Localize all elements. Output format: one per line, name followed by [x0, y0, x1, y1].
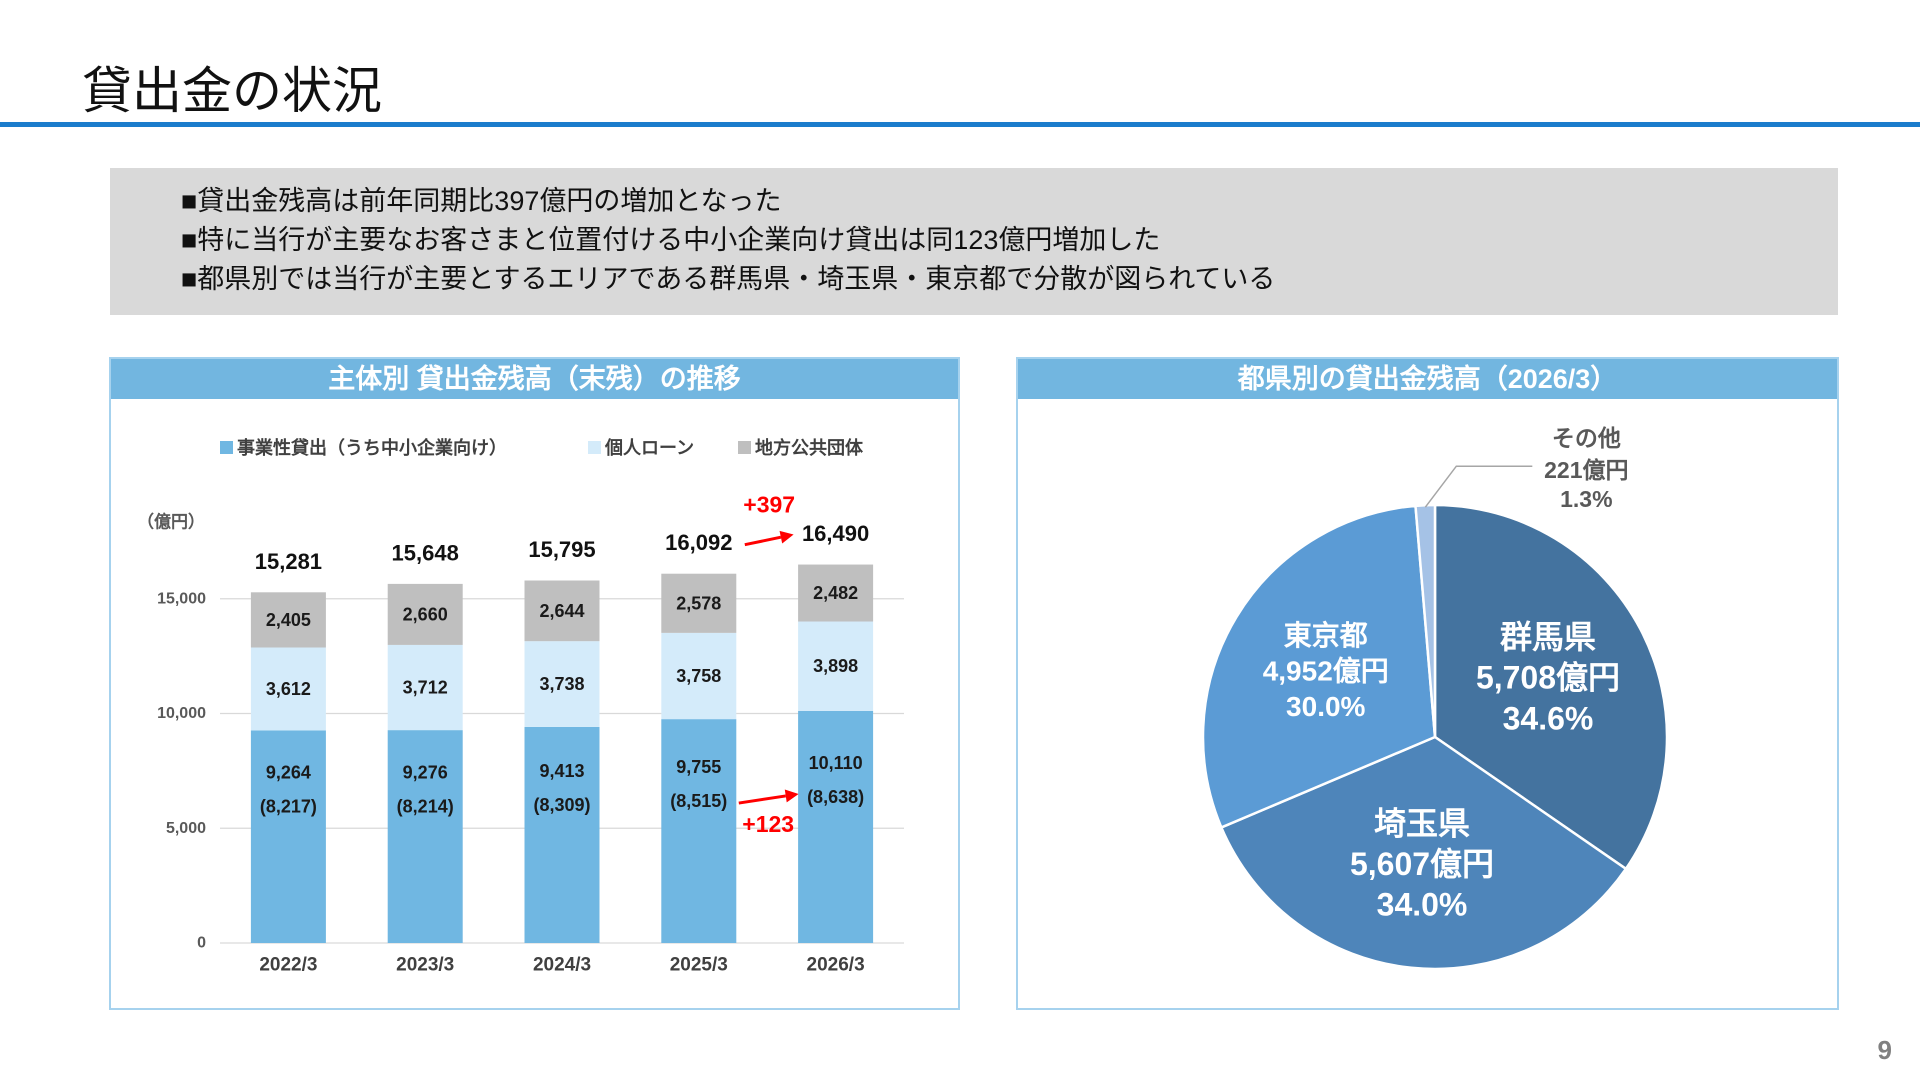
bar-segment: [524, 641, 600, 727]
bar-segment: [387, 644, 463, 731]
bar-value-label: 9,276: [403, 763, 448, 783]
bar-value-label: 3,612: [266, 679, 311, 699]
bar-value-label: 10,110: [809, 753, 863, 773]
pie-slice-percent: 34.0%: [1377, 887, 1468, 923]
y-axis-unit-label: （億円）: [137, 512, 205, 532]
bar-value-label: 9,755: [676, 757, 721, 777]
legend-swatch: [588, 440, 601, 454]
sme-change-annotation: +123: [742, 811, 794, 837]
bar-segment: [661, 573, 737, 633]
pie-slice-value: 5,708億円: [1476, 660, 1620, 696]
x-tick-label: 2022/3: [259, 955, 317, 976]
summary-line: ■都県別では当行が主要とするエリアである群馬県・埼玉県・東京都で分散が図られてい…: [181, 264, 1276, 294]
summary-line: ■貸出金残高は前年同期比397億円の増加となった: [181, 186, 782, 216]
pie-slice-value: 221億円: [1544, 457, 1628, 483]
summary-box: ■貸出金残高は前年同期比397億円の増加となった ■特に当行が主要なお客さまと位…: [110, 168, 1838, 315]
total-change-arrow-head: [779, 530, 794, 544]
pie-slice: [1219, 735, 1628, 971]
sme-change-arrow-head: [784, 789, 799, 803]
y-tick-label: 15,000: [157, 590, 206, 607]
bar-sub-value-label: (8,515): [670, 791, 727, 811]
bar-value-label: 3,738: [539, 674, 584, 694]
y-tick-label: 0: [197, 935, 206, 952]
panel-header: 主体別 貸出金残高（末残）の推移: [111, 359, 958, 399]
bar-total-label: 16,490: [802, 521, 869, 546]
pie-slice-name: 埼玉県: [1374, 805, 1470, 841]
panel-header: 都県別の貸出金残高（2026/3）: [1018, 359, 1837, 399]
legend-item-business-loans: 事業性貸出（うち中小企業向け）: [220, 434, 507, 460]
bar-value-label: 9,413: [539, 761, 584, 781]
prefecture-loan-panel: 都県別の貸出金残高（2026/3） 群馬県 5,708億円 34.6% 埼玉県 5,60…: [1016, 357, 1839, 1010]
pie-slice: [1201, 504, 1437, 830]
bar-segment: [524, 726, 600, 943]
loan-balance-trend-panel: 主体別 貸出金残高（末残）の推移 事業性貸出（うち中小企業向け） 個人ローン 地…: [109, 357, 960, 1010]
pie-slice-value: 4,952億円: [1263, 656, 1389, 687]
bar-value-label: 3,712: [403, 678, 448, 698]
legend-item-local-government: 地方公共団体: [738, 434, 863, 460]
sme-change-arrow-shaft: [738, 794, 786, 805]
bar-value-label: 9,264: [266, 763, 311, 783]
title-underline: [0, 122, 1920, 127]
y-tick-label: 10,000: [157, 705, 206, 722]
pie-slice: [1414, 503, 1437, 738]
x-tick-label: 2025/3: [670, 955, 728, 976]
pie-leader-line: [1424, 465, 1533, 508]
legend-swatch: [738, 440, 751, 454]
page-number: 9: [1877, 1035, 1892, 1065]
bar-value-label: 3,898: [813, 656, 858, 676]
x-tick-label: 2023/3: [396, 955, 454, 976]
bar-total-label: 16,092: [665, 530, 732, 555]
y-tick-label: 5,000: [166, 820, 206, 837]
bar-sub-value-label: (8,309): [533, 795, 590, 815]
pie-slice: [1433, 503, 1669, 871]
bar-segment: [387, 583, 463, 645]
bar-value-label: 2,578: [676, 593, 721, 613]
legend-label: 地方公共団体: [755, 438, 863, 458]
stacked-bar-chart: 0 5,000 10,000 15,000 （億円） 9,264 (8,217) 3,612 2…: [137, 492, 904, 976]
bar-sub-value-label: (8,214): [397, 797, 454, 817]
bar-segment: [798, 564, 874, 622]
legend-label: 個人ローン: [605, 438, 695, 458]
x-tick-label: 2024/3: [533, 955, 591, 976]
page-title: 貸出金の状況: [82, 63, 382, 119]
legend-label: 事業性貸出（うち中小企業向け）: [237, 438, 507, 458]
bar-value-label: 2,482: [813, 583, 858, 603]
pie-slice-percent: 1.3%: [1560, 486, 1612, 512]
bar-total-label: 15,648: [392, 540, 459, 565]
bar-segment: [250, 647, 326, 731]
pie-slice-name: 東京都: [1284, 619, 1368, 651]
bar-segment: [250, 592, 326, 648]
bar-segment: [661, 719, 737, 943]
bar-value-label: 2,644: [539, 601, 584, 621]
bar-sub-value-label: (8,217): [260, 797, 317, 817]
pie-slice-percent: 30.0%: [1286, 691, 1365, 722]
bar-sub-value-label: (8,638): [807, 787, 864, 807]
bar-segment: [250, 730, 326, 943]
bar-value-label: 2,660: [403, 604, 448, 624]
pie-slice-name: 群馬県: [1500, 619, 1596, 655]
pie-slice-percent: 34.6%: [1503, 700, 1594, 736]
pie-slice-name: その他: [1552, 425, 1621, 451]
bar-segment: [798, 710, 874, 943]
bar-segment: [798, 621, 874, 711]
x-tick-label: 2026/3: [807, 955, 865, 976]
legend-swatch: [220, 440, 233, 454]
bar-value-label: 2,405: [266, 610, 311, 630]
bar-value-label: 3,758: [676, 666, 721, 686]
bar-total-label: 15,795: [528, 537, 595, 562]
legend-item-personal-loans: 個人ローン: [588, 434, 694, 460]
total-change-annotation: +397: [743, 492, 795, 518]
summary-line: ■特に当行が主要なお客さまと位置付ける中小企業向け貸出は同123億円増加した: [181, 225, 1161, 255]
bar-segment: [387, 730, 463, 943]
pie-slice-value: 5,607億円: [1350, 846, 1494, 882]
pie-chart: 群馬県 5,708億円 34.6% 埼玉県 5,607億円 34.0% 東京都 4,952億円…: [1201, 425, 1669, 971]
bar-segment: [524, 580, 600, 642]
bar-segment: [661, 632, 737, 720]
total-change-arrow-shaft: [744, 535, 782, 547]
bar-total-label: 15,281: [255, 549, 322, 574]
